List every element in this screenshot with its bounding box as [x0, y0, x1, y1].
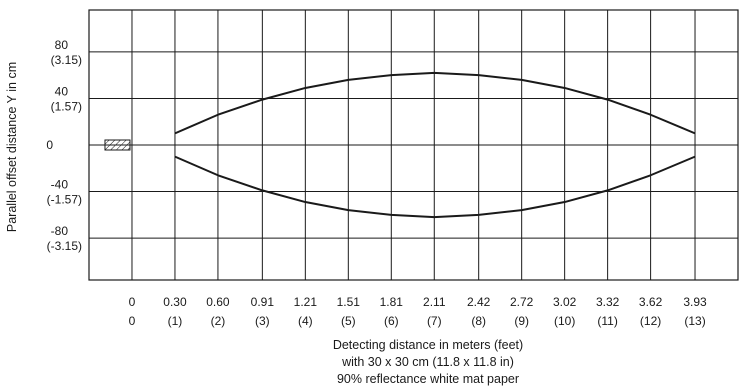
x-tick-label: 0 [129, 295, 136, 309]
x-tick-label: 0.30 [163, 295, 187, 309]
x-tick-label: 0.60 [206, 295, 230, 309]
x-tick-label-feet: (11) [597, 314, 617, 328]
x-axis-label-line-1: Detecting distance in meters (feet) [333, 338, 523, 352]
y-tick-label: 0 [46, 138, 53, 152]
x-tick-label: 3.32 [596, 295, 620, 309]
x-tick-label: 3.62 [639, 295, 663, 309]
x-tick-label: 1.51 [337, 295, 361, 309]
x-axis-label-line-2: with 30 x 30 cm (11.8 x 11.8 in) [341, 355, 514, 369]
grid [89, 10, 738, 280]
y-tick-labels: 80(3.15) 40(1.57) 0 -40(-1.57) -80(-3.15) [46, 38, 82, 253]
y-tick-label-inch: (1.57) [51, 99, 82, 113]
x-tick-label-feet: (8) [471, 314, 486, 328]
x-tick-label-feet: (13) [684, 314, 705, 328]
y-tick-label-inch: (3.15) [51, 53, 82, 67]
x-tick-label: 2.11 [423, 295, 446, 309]
x-tick-label-feet: (7) [427, 314, 442, 328]
y-tick-label: -40 [51, 178, 69, 192]
x-tick-label-feet: (6) [384, 314, 399, 328]
x-tick-label-feet: (10) [554, 314, 575, 328]
x-tick-label: 1.21 [294, 295, 318, 309]
x-tick-label-feet: (2) [211, 314, 226, 328]
y-tick-label: 80 [55, 38, 69, 52]
x-tick-label: 3.93 [683, 295, 707, 309]
series-line-2 [174, 155, 696, 219]
x-tick-labels: 0 0 0.30 (1) 0.60 (2) 0.91 (3) 1.21 (4) 1.51 (5) 1.8… [129, 295, 707, 328]
x-tick-label-feet: (9) [514, 314, 529, 328]
x-tick-label: 0.91 [251, 295, 275, 309]
x-tick-label: 1.81 [380, 295, 404, 309]
x-axis-label-line-3: 90% reflectance white mat paper [337, 372, 519, 386]
series-line-1 [174, 71, 696, 135]
y-tick-label-inch: (-3.15) [47, 239, 82, 253]
x-tick-label-feet: 0 [129, 314, 136, 328]
sensor-marker [104, 139, 131, 151]
x-tick-label-feet: (4) [298, 314, 313, 328]
series-group [174, 71, 696, 219]
y-tick-label-inch: (-1.57) [47, 193, 82, 207]
y-tick-label: 40 [55, 84, 69, 98]
y-tick-label: -80 [51, 224, 69, 238]
x-tick-label: 2.42 [467, 295, 491, 309]
x-tick-label: 3.02 [553, 295, 577, 309]
y-axis-label: Parallel offset distance Y in cm [5, 62, 19, 232]
x-tick-label: 2.72 [510, 295, 534, 309]
x-tick-label-feet: (5) [341, 314, 356, 328]
plot-frame [88, 9, 739, 281]
x-tick-label-feet: (1) [168, 314, 183, 328]
x-tick-label-feet: (12) [640, 314, 661, 328]
x-tick-label-feet: (3) [255, 314, 270, 328]
